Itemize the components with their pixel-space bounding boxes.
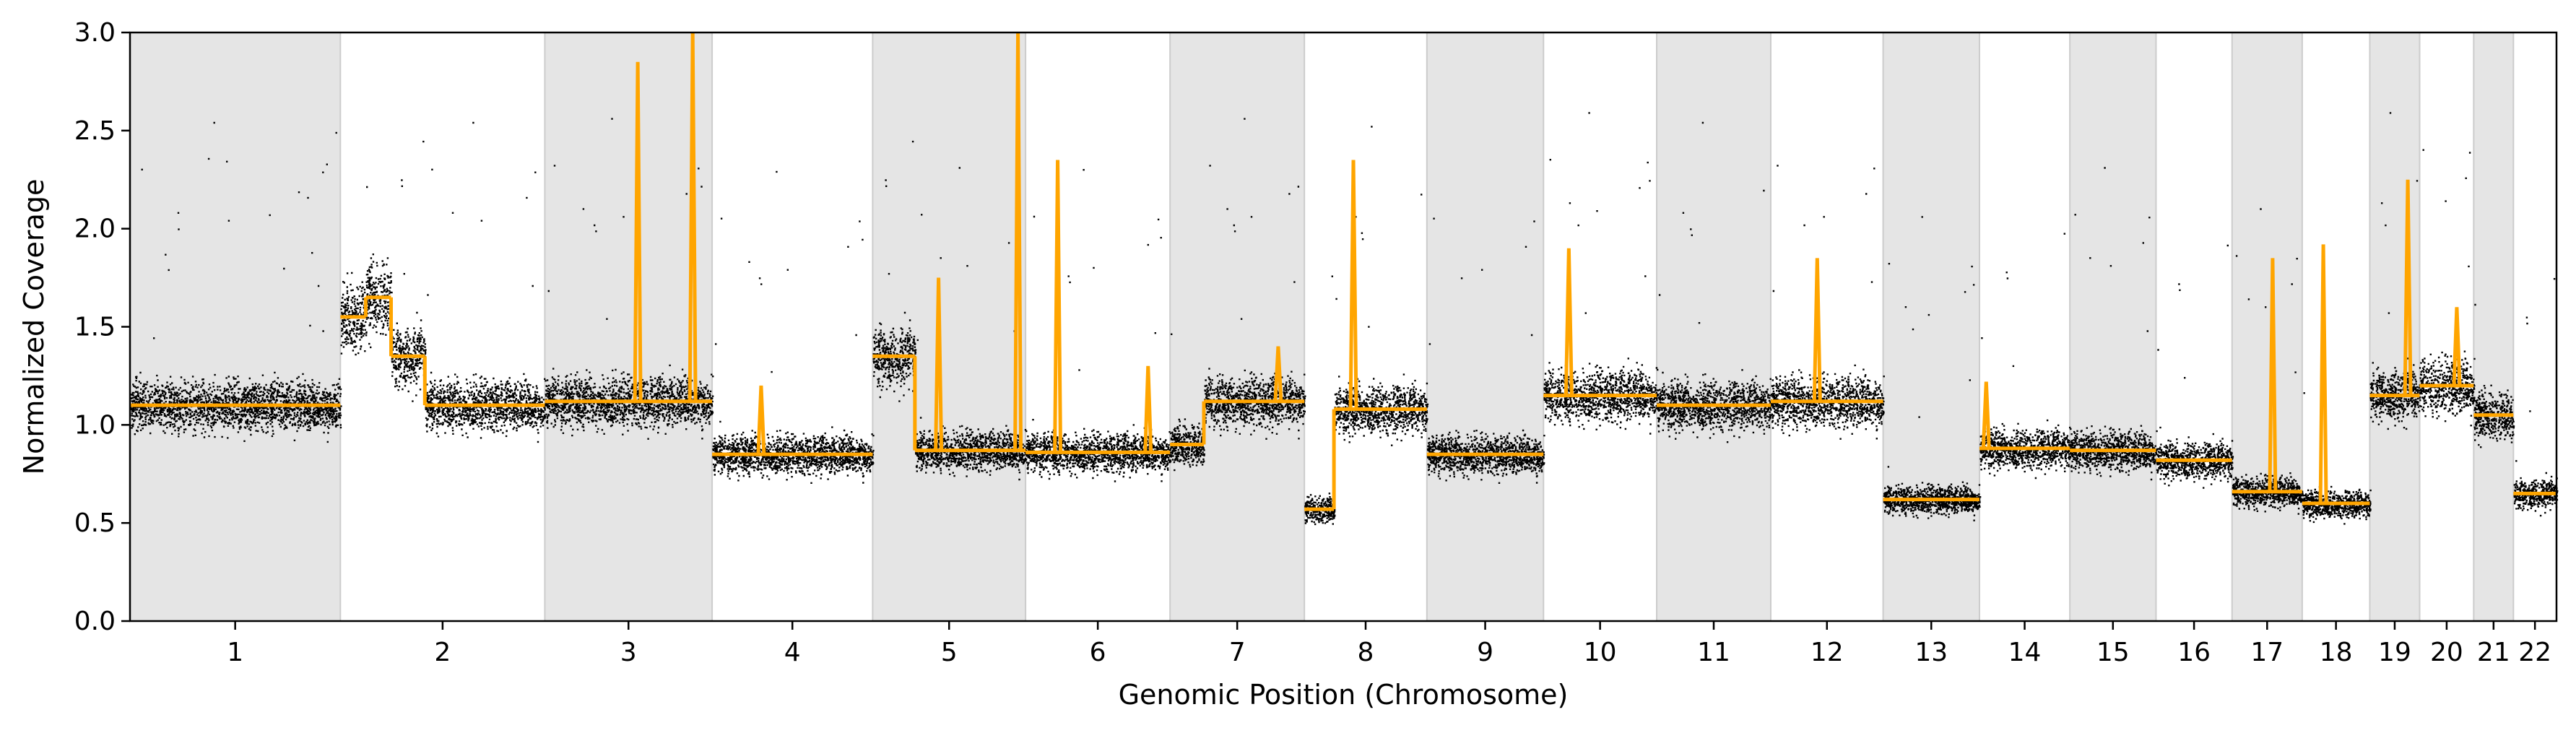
y-axis-ticks: 0.0 0.5 1.0 1.5 2.0 2.5 3.0 <box>74 18 130 636</box>
band-chr9 <box>1426 32 1545 622</box>
band-chr13 <box>1882 32 1980 622</box>
x-tick-label: 17 <box>2250 638 2284 667</box>
y-tick-label: 1.0 <box>74 410 116 440</box>
coverage-point-cloud <box>130 112 2559 526</box>
x-tick-label: 10 <box>1584 638 1617 667</box>
x-tick-label: 1 <box>227 638 243 667</box>
spike-chr8-8 <box>1348 160 1358 409</box>
x-tick-label: 21 <box>2477 638 2510 667</box>
spike-chr6-6 <box>1143 365 1153 453</box>
x-tick-label: 14 <box>2008 638 2042 667</box>
y-tick-label: 0.5 <box>74 508 116 538</box>
spike-chr14-11 <box>1981 381 1991 449</box>
y-tick-label: 1.5 <box>74 313 116 342</box>
x-axis-ticks: 1 2 3 4 5 6 7 8 9 10 11 12 13 14 15 16 17 18 19 20 21 22 <box>227 621 2551 667</box>
chromosome-bands <box>129 32 2515 622</box>
x-tick-label: 15 <box>2096 638 2130 667</box>
x-tick-label: 20 <box>2430 638 2463 667</box>
x-tick-label: 4 <box>784 638 801 667</box>
y-axis-label: Normalized Coverage <box>18 179 50 475</box>
x-tick-label: 16 <box>2177 638 2211 667</box>
band-chr19 <box>2369 32 2421 622</box>
band-chr3 <box>544 32 714 622</box>
x-tick-label: 13 <box>1914 638 1948 667</box>
x-axis-label: Genomic Position (Chromosome) <box>1119 679 1569 711</box>
y-tick-label: 3.0 <box>74 18 116 48</box>
x-tick-label: 6 <box>1090 638 1106 667</box>
coverage-points <box>130 112 2559 526</box>
spike-chr17-12 <box>2268 258 2278 492</box>
band-chr1 <box>129 32 342 622</box>
spike-chr19-14 <box>2403 179 2413 396</box>
spike-chr18-13 <box>2318 244 2328 504</box>
band-chr15 <box>2069 32 2157 622</box>
band-chr17 <box>2231 32 2303 622</box>
spike-chr20-15 <box>2452 307 2462 386</box>
spike-chr3-0 <box>633 61 643 402</box>
segment-lines <box>130 32 2557 511</box>
spike-chr5-3 <box>934 277 944 451</box>
plot-frame <box>129 31 2558 623</box>
spike-chr7-7 <box>1273 346 1283 402</box>
x-tick-label: 9 <box>1477 638 1493 667</box>
x-tick-label: 19 <box>2378 638 2411 667</box>
x-tick-label: 11 <box>1697 638 1730 667</box>
x-tick-label: 7 <box>1229 638 1246 667</box>
band-chr5 <box>872 32 1027 622</box>
x-tick-label: 18 <box>2320 638 2353 667</box>
x-tick-label: 22 <box>2518 638 2551 667</box>
x-tick-label: 12 <box>1810 638 1844 667</box>
y-tick-label: 0.0 <box>74 607 116 636</box>
spike-chr10-9 <box>1564 248 1574 396</box>
x-tick-label: 2 <box>434 638 451 667</box>
band-chr7 <box>1169 32 1306 622</box>
x-tick-label: 8 <box>1358 638 1374 667</box>
band-chr11 <box>1656 32 1771 622</box>
x-tick-label: 5 <box>941 638 958 667</box>
y-tick-label: 2.5 <box>74 116 116 146</box>
spike-chr12-10 <box>1812 258 1822 402</box>
band-chr21 <box>2473 32 2515 622</box>
spike-chr4-2 <box>756 385 766 455</box>
spike-chr6-5 <box>1053 160 1063 453</box>
x-tick-label: 3 <box>620 638 637 667</box>
y-tick-label: 2.0 <box>74 214 116 244</box>
